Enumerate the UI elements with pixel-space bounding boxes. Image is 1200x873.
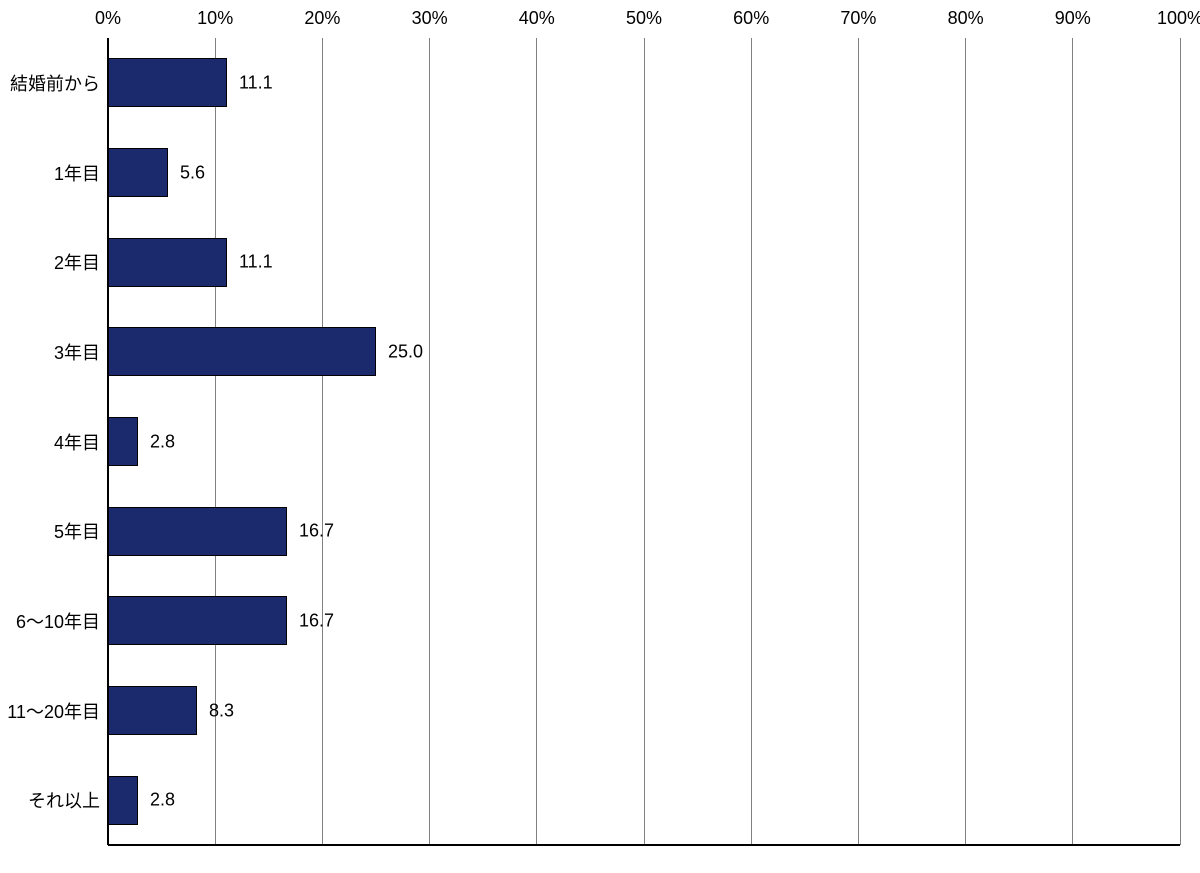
bar: [108, 417, 138, 466]
gridline: [751, 38, 752, 845]
gridline: [1180, 38, 1181, 845]
bar: [108, 507, 287, 556]
category-label: 2年目: [54, 249, 100, 275]
gridline: [536, 38, 537, 845]
bar: [108, 58, 227, 107]
category-label: それ以上: [28, 787, 100, 813]
x-tick-label: 60%: [733, 8, 769, 29]
value-label: 2.8: [150, 790, 175, 811]
value-label: 25.0: [388, 341, 423, 362]
category-label: 結婚前から: [10, 70, 100, 96]
x-tick-label: 90%: [1055, 8, 1091, 29]
value-label: 2.8: [150, 431, 175, 452]
gridline: [644, 38, 645, 845]
x-axis: [108, 844, 1180, 846]
bar: [108, 686, 197, 735]
x-tick-label: 50%: [626, 8, 662, 29]
x-tick-label: 70%: [840, 8, 876, 29]
y-axis: [107, 38, 109, 845]
value-label: 5.6: [180, 162, 205, 183]
x-tick-label: 10%: [197, 8, 233, 29]
gridline: [215, 38, 216, 845]
x-tick-label: 100%: [1157, 8, 1200, 29]
category-label: 11～20年目: [7, 698, 100, 724]
x-tick-label: 80%: [948, 8, 984, 29]
x-tick-label: 30%: [412, 8, 448, 29]
x-tick-label: 20%: [304, 8, 340, 29]
gridline: [965, 38, 966, 845]
category-label: 4年目: [54, 429, 100, 455]
x-tick-label: 0%: [95, 8, 121, 29]
value-label: 8.3: [209, 700, 234, 721]
category-label: 6～10年目: [16, 608, 100, 634]
category-label: 5年目: [54, 518, 100, 544]
bar: [108, 148, 168, 197]
gridline: [1072, 38, 1073, 845]
gridline: [429, 38, 430, 845]
gridline: [322, 38, 323, 845]
category-label: 1年目: [54, 160, 100, 186]
bar: [108, 238, 227, 287]
value-label: 11.1: [239, 72, 273, 93]
x-tick-label: 40%: [519, 8, 555, 29]
value-label: 11.1: [239, 252, 273, 273]
value-label: 16.7: [299, 521, 334, 542]
bar-chart: 0% 10% 20% 30% 40% 50% 60% 70% 80% 90% 100% 結婚前から 11…: [0, 0, 1200, 873]
bar: [108, 327, 376, 376]
value-label: 16.7: [299, 610, 334, 631]
bar: [108, 776, 138, 825]
gridline: [858, 38, 859, 845]
bar: [108, 596, 287, 645]
category-label: 3年目: [54, 339, 100, 365]
